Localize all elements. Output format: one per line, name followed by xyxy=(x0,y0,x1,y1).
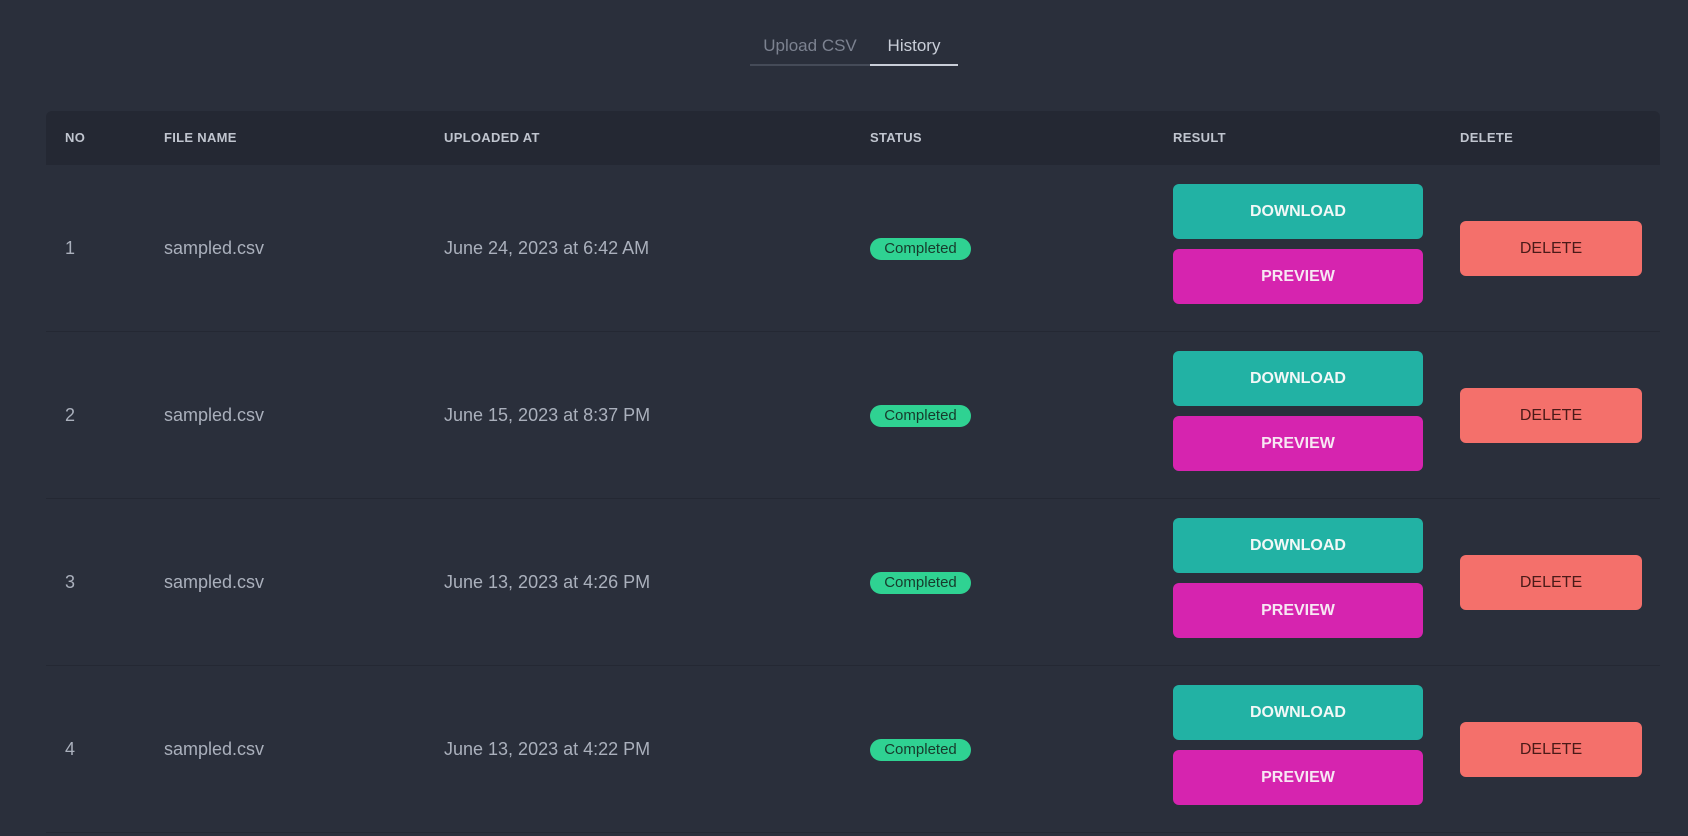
table-row: 1 sampled.csv June 24, 2023 at 6:42 AM C… xyxy=(46,165,1660,332)
file-name: sampled.csv xyxy=(164,739,265,759)
header-status: STATUS xyxy=(870,130,922,145)
row-number: 4 xyxy=(65,739,76,759)
tab-history[interactable]: History xyxy=(870,28,958,66)
row-number: 2 xyxy=(65,405,76,425)
tab-bar: Upload CSV History xyxy=(750,28,958,66)
table-row: 2 sampled.csv June 15, 2023 at 8:37 PM C… xyxy=(46,332,1660,499)
download-button[interactable]: DOWNLOAD xyxy=(1173,518,1423,573)
preview-button[interactable]: PREVIEW xyxy=(1173,583,1423,638)
header-uploaded-at: UPLOADED AT xyxy=(444,130,540,145)
delete-button[interactable]: DELETE xyxy=(1460,388,1642,443)
download-button[interactable]: DOWNLOAD xyxy=(1173,184,1423,239)
history-table: NO FILE NAME UPLOADED AT STATUS RESULT D… xyxy=(46,111,1660,833)
status-badge: Completed xyxy=(870,405,971,427)
download-button[interactable]: DOWNLOAD xyxy=(1173,685,1423,740)
table-row: 4 sampled.csv June 13, 2023 at 4:22 PM C… xyxy=(46,666,1660,833)
header-delete: DELETE xyxy=(1460,130,1514,145)
uploaded-at: June 24, 2023 at 6:42 AM xyxy=(444,238,650,258)
status-badge: Completed xyxy=(870,238,971,260)
table-header: NO FILE NAME UPLOADED AT STATUS RESULT D… xyxy=(46,111,1660,165)
row-number: 1 xyxy=(65,238,76,258)
tab-upload-csv[interactable]: Upload CSV xyxy=(763,36,857,55)
delete-button[interactable]: DELETE xyxy=(1460,722,1642,777)
table-row: 3 sampled.csv June 13, 2023 at 4:26 PM C… xyxy=(46,499,1660,666)
file-name: sampled.csv xyxy=(164,238,265,258)
preview-button[interactable]: PREVIEW xyxy=(1173,249,1423,304)
preview-button[interactable]: PREVIEW xyxy=(1173,416,1423,471)
delete-button[interactable]: DELETE xyxy=(1460,555,1642,610)
download-button[interactable]: DOWNLOAD xyxy=(1173,351,1423,406)
preview-button[interactable]: PREVIEW xyxy=(1173,750,1423,805)
uploaded-at: June 13, 2023 at 4:26 PM xyxy=(444,572,651,592)
header-no: NO xyxy=(65,130,86,145)
row-number: 3 xyxy=(65,572,76,592)
delete-button[interactable]: DELETE xyxy=(1460,221,1642,276)
uploaded-at: June 15, 2023 at 8:37 PM xyxy=(444,405,651,425)
uploaded-at: June 13, 2023 at 4:22 PM xyxy=(444,739,651,759)
header-result: RESULT xyxy=(1173,130,1226,145)
file-name: sampled.csv xyxy=(164,405,265,425)
status-badge: Completed xyxy=(870,572,971,594)
header-file-name: FILE NAME xyxy=(164,130,237,145)
status-badge: Completed xyxy=(870,739,971,761)
file-name: sampled.csv xyxy=(164,572,265,592)
